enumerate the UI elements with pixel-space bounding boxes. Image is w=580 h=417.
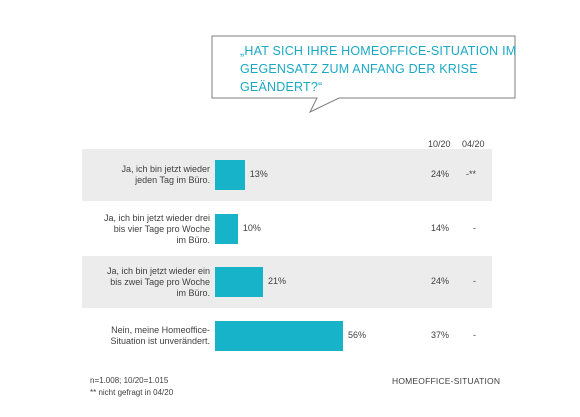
bar-value-label: 13% xyxy=(249,169,268,179)
bar xyxy=(215,160,245,190)
category-label-line: Ja, ich bin jetzt wieder ein xyxy=(106,265,210,276)
row-band xyxy=(82,256,492,308)
category-label: Nein, meine Homeoffice- Situation ist unv… xyxy=(82,325,210,347)
category-label-line: Situation ist unverändert. xyxy=(110,336,210,346)
comparison-value-current: 24% xyxy=(431,169,450,179)
category-label: Ja, ich bin jetzt wieder ein bis zwei Tag… xyxy=(82,266,210,299)
bar xyxy=(215,214,238,244)
comparison-value-current: 14% xyxy=(431,223,450,233)
category-label: Ja, ich bin jetzt wieder jeden Tag im Bür… xyxy=(82,164,210,186)
not-asked-note: ** nicht gefragt in 04/20 xyxy=(90,388,174,397)
bar-value-label: 56% xyxy=(348,330,367,340)
category-label-line: bis vier Tage pro Woche xyxy=(113,223,210,234)
comparison-value-current: 37% xyxy=(431,330,450,340)
column-header-previous: 04/20 xyxy=(462,139,485,149)
comparison-value-previous: -** xyxy=(466,169,477,179)
category-label-line: Ja, ich bin jetzt wieder xyxy=(121,164,210,174)
bar-value-label: 21% xyxy=(268,276,287,286)
column-header-current: 10/20 xyxy=(428,139,451,149)
row-band xyxy=(82,149,492,201)
source-label: HOMEOFFICE-SITUATION xyxy=(392,376,501,386)
category-label-line: im Büro. xyxy=(176,287,210,298)
bar-value-label: 10% xyxy=(242,223,261,233)
bar xyxy=(215,267,263,297)
category-label-line: Ja, ich bin jetzt wieder drei xyxy=(103,212,210,223)
category-label: Ja, ich bin jetzt wieder drei bis vier Ta… xyxy=(82,213,210,246)
comparison-value-previous: - xyxy=(473,223,476,233)
question-line-2: GEGENSATZ ZUM ANFANG DER KRISE xyxy=(240,62,478,76)
category-label-line: Nein, meine Homeoffice- xyxy=(111,325,210,335)
comparison-value-previous: - xyxy=(473,276,476,286)
comparison-value-previous: - xyxy=(473,330,476,340)
question-line-1: „HAT SICH IHRE HOMEOFFICE-SITUATION IM xyxy=(240,44,517,58)
category-label-line: jeden Tag im Büro. xyxy=(135,175,210,185)
sample-size-note: n=1.008; 10/20=1.015 xyxy=(90,376,169,385)
bar xyxy=(215,321,343,351)
category-label-line: bis zwei Tage pro Woche xyxy=(110,276,210,287)
question-line-3: GEÄNDERT?“ xyxy=(240,80,323,94)
comparison-value-current: 24% xyxy=(431,276,450,286)
category-label-line: im Büro. xyxy=(176,234,210,245)
